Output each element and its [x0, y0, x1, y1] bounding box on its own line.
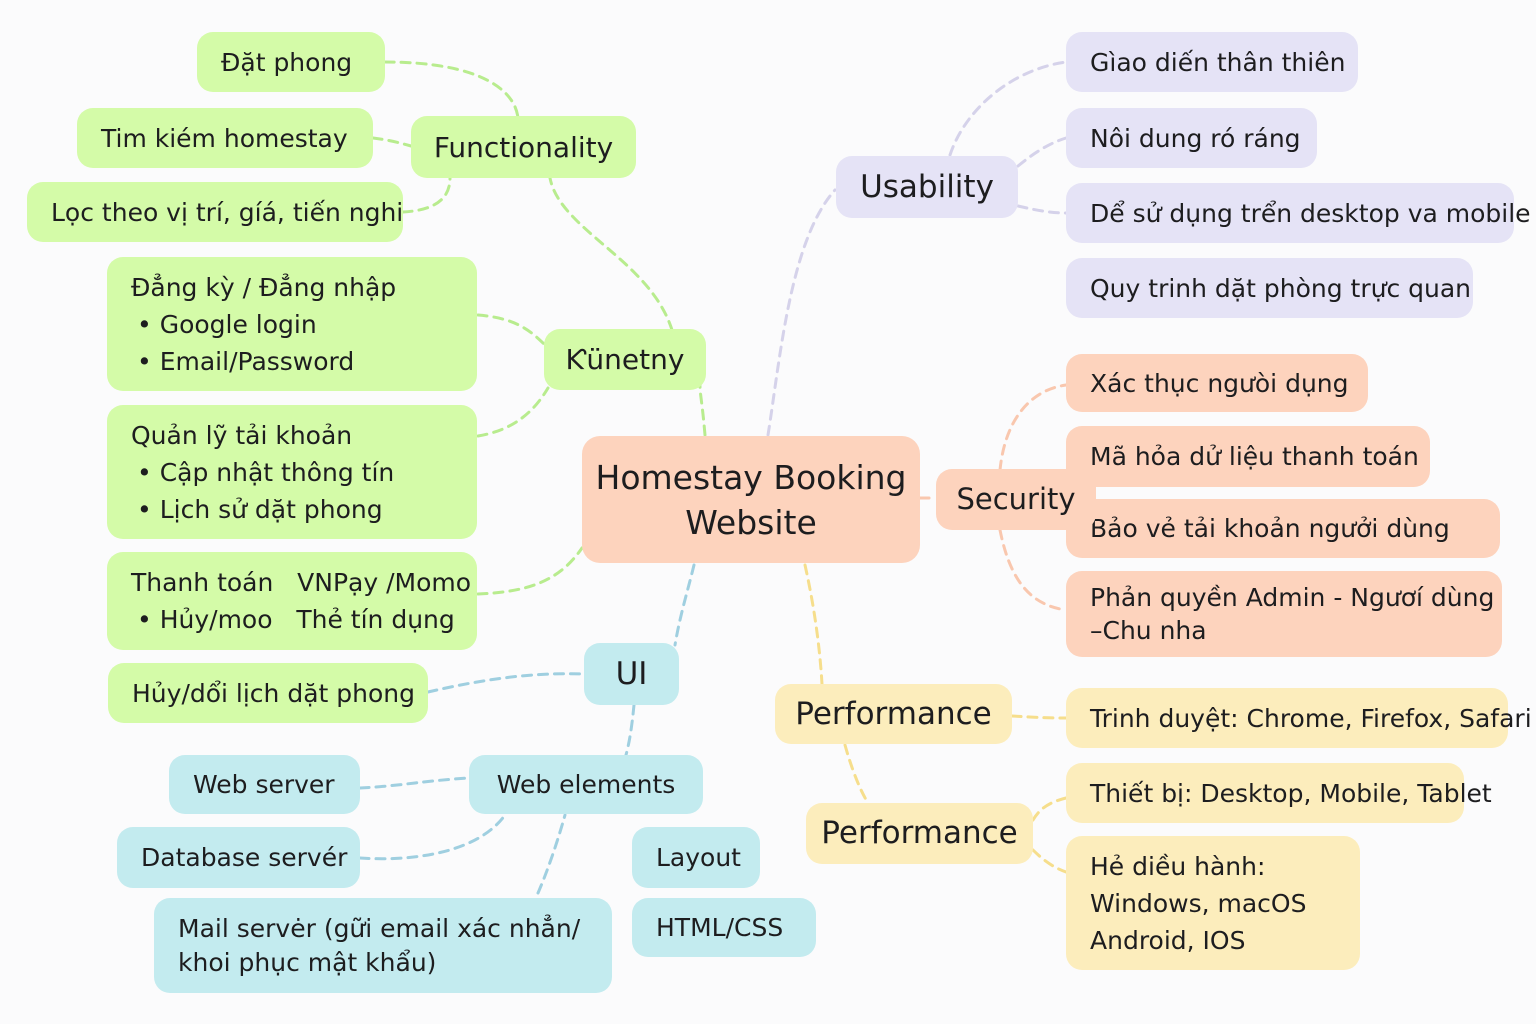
- auth-bullet-google-text: Google login: [159, 309, 317, 339]
- security-node[interactable]: Security: [936, 469, 1096, 530]
- performance-item-thiet-bi[interactable]: Thiết bị: Desktop, Mobile, Tablet: [1066, 763, 1492, 823]
- link-hunetny-auth: [476, 313, 547, 347]
- account-bullet-update-text: Cập nhật thông tín: [159, 457, 395, 487]
- auth-bullet-email-text: Email/Password: [159, 346, 355, 376]
- link-security-xacthuc: [998, 383, 1068, 472]
- link-functionality-timkiem: [371, 136, 413, 148]
- auth-title: Đẳng kỳ / Đẳng nhập: [131, 272, 397, 302]
- account-node[interactable]: Quản lỹ tải khoản • Cập nhật thông tín •…: [107, 405, 477, 539]
- link-center-performance1: [803, 563, 824, 686]
- account-bullet-history-text: Lịch sử dặt phong: [159, 494, 383, 524]
- link-webelements-webserver: [358, 776, 472, 790]
- link-hunetny-account: [476, 386, 550, 438]
- account-title: Quản lỹ tải khoản: [131, 420, 353, 450]
- link-webelements-database: [358, 813, 507, 861]
- link-ui-webelements: [624, 703, 636, 757]
- link-center-payment: [476, 546, 584, 596]
- functionality-item-loc[interactable]: Lọc theo vị trí, gíá, tiến nghi: [27, 182, 403, 242]
- link-usability-noidung: [1016, 136, 1068, 168]
- layout-node[interactable]: Layout: [632, 827, 760, 888]
- account-bullet-update: • Cập nhật thông tín: [137, 457, 395, 487]
- center-title-line2: Website: [685, 502, 817, 542]
- mail-server-line1: Mail servėr (gữi email xác nhẳn/: [178, 913, 581, 943]
- link-webelements-mail: [536, 813, 567, 895]
- link-functionality-datphong: [383, 60, 520, 120]
- auth-bullet-email: • Email/Password: [137, 346, 355, 376]
- center-node[interactable]: Homestay Booking Website: [582, 436, 920, 563]
- link-center-ui: [673, 563, 696, 647]
- mail-server-node[interactable]: Mail servėr (gữi email xác nhẳn/ khoi ph…: [154, 898, 612, 993]
- link-center-usability: [766, 188, 837, 437]
- link-performance2-thietbi: [1031, 796, 1068, 822]
- functionality-node[interactable]: Functionality: [411, 116, 636, 178]
- mail-server-line2: khoi phục mật khẩu): [178, 947, 437, 977]
- link-usability-giaodien: [948, 60, 1068, 157]
- payment-line1: Thanh toán VNPạy /Momo: [131, 568, 472, 597]
- database-server-node[interactable]: Database servér: [117, 827, 360, 888]
- performance-node-2[interactable]: Performance: [806, 803, 1033, 864]
- web-elements-node[interactable]: Web elements: [469, 755, 703, 814]
- hunetny-node[interactable]: Ƙünetny: [544, 329, 706, 390]
- functionality-item-tim-kiem[interactable]: Tim kiém homestay: [77, 108, 373, 168]
- payment-line2-text: Hủy/moo Thẻ tín dụng: [159, 605, 455, 634]
- performance-item-trinh-duyet[interactable]: Trinh duyệt: Chrome, Firefox, Safari: [1066, 688, 1532, 748]
- link-security-phanquyen: [998, 528, 1068, 612]
- ui-node[interactable]: UI: [584, 643, 679, 705]
- web-server-node[interactable]: Web server: [169, 755, 360, 814]
- account-bullet-history: • Lịch sử dặt phong: [137, 494, 383, 524]
- center-title-line1: Homestay Booking: [595, 457, 907, 497]
- functionality-item-dat-phong[interactable]: Đặt phong: [197, 32, 385, 92]
- link-usability-desktop: [1016, 204, 1068, 215]
- he-dieu-hanh-line1: Hẻ diều hành:: [1090, 851, 1266, 881]
- link-ui-huydoi: [426, 672, 586, 694]
- performance-node-1[interactable]: Performance: [775, 684, 1012, 744]
- he-dieu-hanh-line2: Windows, macOS: [1090, 888, 1307, 918]
- html-css-node[interactable]: HTML/CSS: [632, 898, 816, 957]
- usability-node[interactable]: Usability: [836, 156, 1018, 218]
- auth-bullet-google: • Google login: [137, 309, 317, 339]
- performance-item-he-dieu-hanh[interactable]: Hẻ diều hành: Windows, macOS Android, IO…: [1066, 836, 1360, 970]
- link-performance1-trinhduyet: [1010, 714, 1068, 720]
- security-item-ma-hoa[interactable]: Mã hỏa dử liệu thanh toán: [1066, 426, 1430, 487]
- link-performance2-hedieuhanh: [1031, 848, 1068, 874]
- auth-node[interactable]: Đẳng kỳ / Đẳng nhập • Google login • Ema…: [107, 257, 477, 391]
- usability-item-giao-dien[interactable]: Gìao diến thân thiên: [1066, 32, 1358, 92]
- security-item-phan-quyen-line1: Phản quyền Admin - Ngươí dùng: [1090, 583, 1495, 612]
- usability-item-noi-dung[interactable]: Nôi dung ró ráng: [1066, 108, 1317, 168]
- ui-item-huy-doi-lich[interactable]: Hủy/dổi lịch dặt phong: [108, 663, 428, 723]
- link-center-hunetny: [698, 383, 707, 437]
- security-item-xac-thuc[interactable]: Xác thục ngưòi dụng: [1066, 354, 1368, 412]
- security-item-phan-quyen-line2: –Chu nha: [1090, 616, 1207, 645]
- usability-item-desktop-mobile[interactable]: Dể sử dụng trển desktop va mobile: [1066, 183, 1531, 243]
- payment-node[interactable]: Thanh toán VNPạy /Momo • Hủy/moo Thẻ tín…: [107, 552, 477, 650]
- security-item-bao-ve[interactable]: Bảo vẻ tải khoản ngưởi dùng: [1066, 499, 1500, 558]
- link-performance1-performance2: [843, 743, 870, 805]
- link-functionality-loc: [401, 176, 452, 214]
- security-item-phan-quyen[interactable]: Phản quyền Admin - Ngươí dùng –Chu nha: [1066, 571, 1502, 657]
- payment-line2: • Hủy/moo Thẻ tín dụng: [137, 605, 455, 634]
- he-dieu-hanh-line3: Android, IOS: [1090, 925, 1246, 955]
- usability-item-quy-trinh[interactable]: Quy trinh dặt phòng trực quan: [1066, 258, 1473, 318]
- link-hunetny-functionality: [548, 176, 674, 332]
